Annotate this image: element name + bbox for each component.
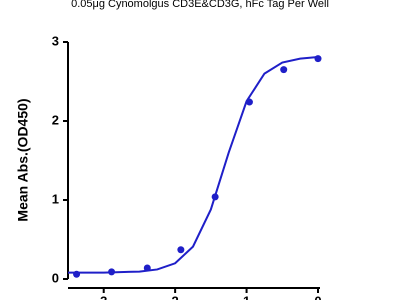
data-point	[280, 66, 288, 74]
data-point	[108, 268, 116, 276]
chart-title: 0.05μg Cynomolgus CD3E&CD3G, hFc Tag Per…	[71, 0, 329, 10]
data-point	[211, 193, 219, 201]
y-tick-label: 3	[52, 33, 59, 48]
y-tick-label: 2	[52, 112, 59, 127]
y-tick-label: 1	[52, 191, 59, 206]
data-point	[245, 98, 253, 106]
x-tick-label: 0	[314, 293, 321, 300]
y-tick-label: 0	[52, 270, 59, 285]
data-point	[314, 55, 322, 63]
y-axis-label: Mean Abs.(OD450)	[15, 98, 31, 221]
data-point	[143, 264, 151, 272]
data-point	[177, 246, 185, 254]
data-point	[73, 270, 81, 278]
x-tick-label: 1	[243, 293, 250, 300]
x-tick-label: 3	[100, 293, 107, 300]
x-tick-label: 2	[172, 293, 179, 300]
fit-curve	[67, 56, 319, 274]
